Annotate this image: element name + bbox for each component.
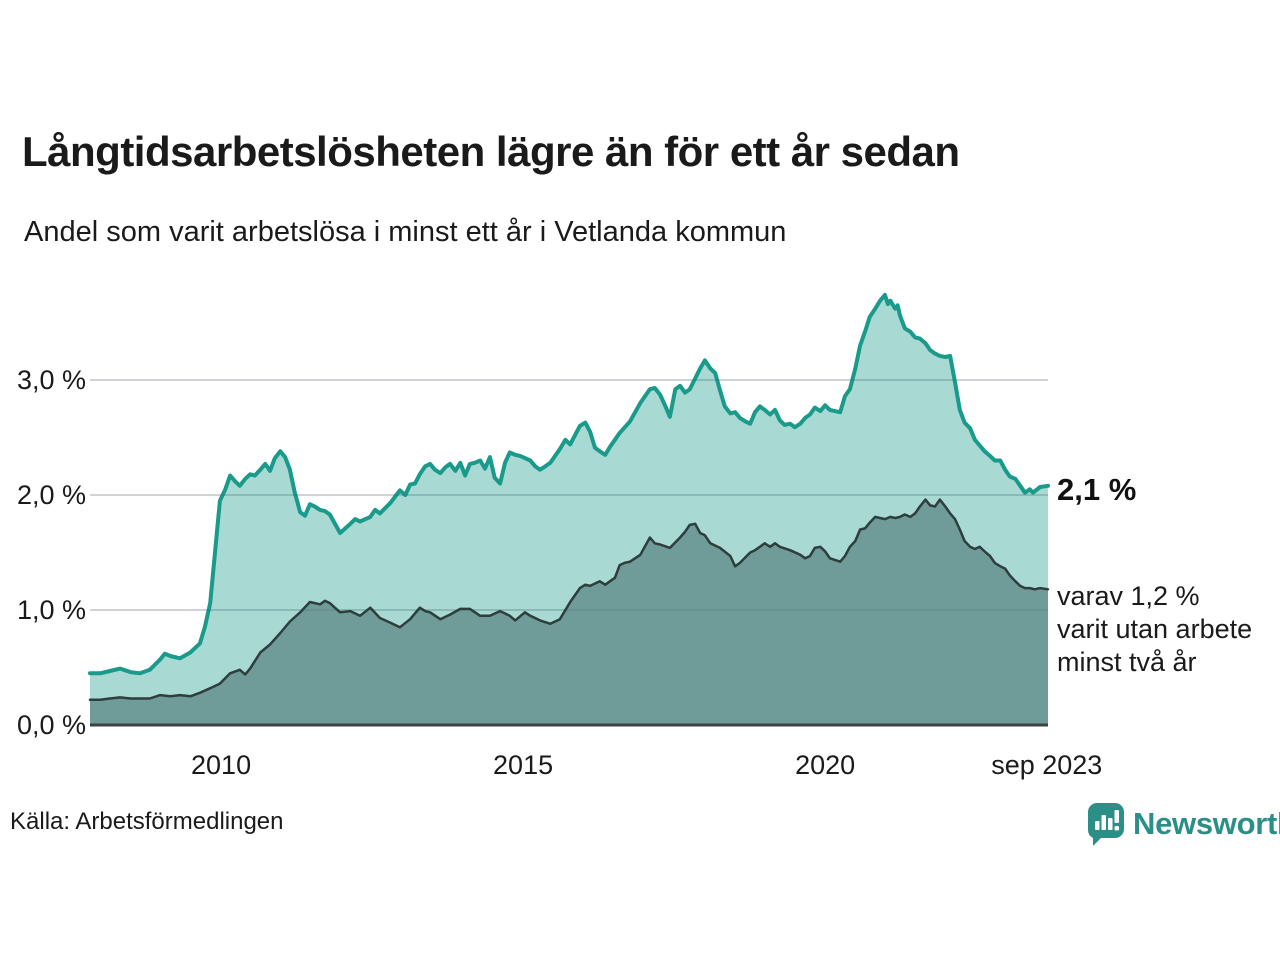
newsworthy-logo-text: Newsworthy [1133, 806, 1280, 841]
area-two-year [90, 499, 1048, 725]
latest-value-label: 2,1 % [1057, 472, 1137, 507]
source-attribution: Källa: Arbetsförmedlingen [10, 808, 284, 835]
page-title: Långtidsarbetslösheten lägre än för ett … [22, 128, 960, 175]
x-axis-tick-label: sep 2023 [991, 750, 1103, 780]
y-axis-tick-label: 2,0 % [16, 480, 86, 510]
y-axis-tick-label: 1,0 % [16, 595, 86, 625]
two-year-annotation-line3: minst två år [1057, 647, 1197, 677]
line-total-one-year [88, 292, 1050, 676]
x-axis-tick-label: 2020 [795, 750, 856, 780]
x-axis-tick-label: 2010 [191, 750, 252, 780]
newsworthy-bar-chart-bubble-icon [1087, 802, 1125, 847]
y-axis-tick-label: 0,0 % [16, 710, 86, 740]
two-year-annotation-line2: varit utan arbete [1057, 614, 1253, 644]
two-year-annotation-line1: varav 1,2 % [1057, 581, 1200, 611]
two-year-annotation: varav 1,2 % varit utan arbete minst två … [1057, 580, 1272, 679]
newsworthy-logo: Newsworthy [1087, 801, 1280, 847]
x-axis-tick-label: 2015 [493, 750, 554, 780]
y-axis-tick-label: 3,0 % [16, 365, 86, 395]
chart-subtitle: Andel som varit arbetslösa i minst ett å… [24, 216, 787, 248]
line-two-year [88, 498, 1050, 701]
